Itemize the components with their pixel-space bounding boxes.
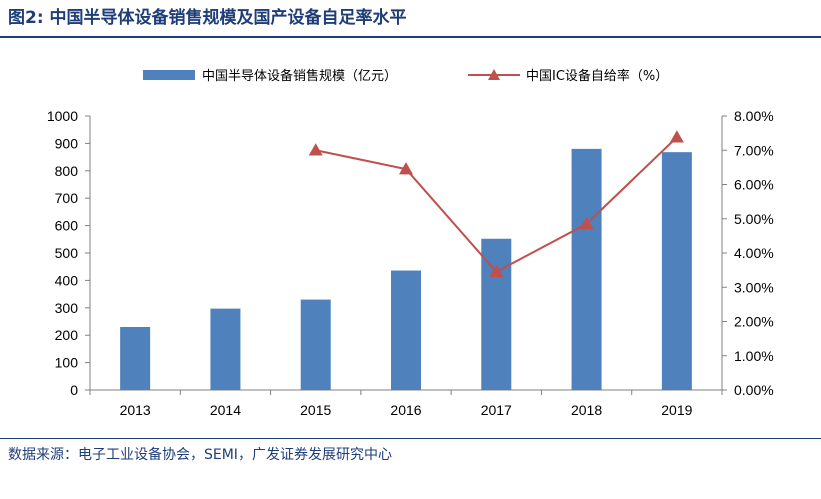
line-point-2019 — [669, 130, 684, 143]
left-axis-tick-label: 500 — [55, 245, 79, 261]
legend-line-label: 中国IC设备自给率（%） — [526, 68, 668, 84]
right-axis-tick-label: 4.00% — [734, 245, 774, 261]
figure-title: 图2: 中国半导体设备销售规模及国产设备自足率水平 — [8, 8, 407, 28]
combo-chart: 中国半导体设备销售规模（亿元） 中国IC设备自给率（%） 0 100 200 300 40… — [47, 68, 774, 418]
bar-2015 — [300, 299, 331, 390]
bar-series — [120, 148, 692, 390]
right-axis-tick-label: 3.00% — [734, 279, 774, 295]
left-axis-tick-label: 900 — [55, 135, 79, 151]
line-point-2018 — [579, 216, 594, 230]
category-axis-labels: 2013 2014 2015 2016 2017 2018 2019 — [120, 402, 693, 418]
source-rule — [0, 438, 821, 439]
category-label: 2015 — [300, 402, 331, 418]
line-point-2015 — [308, 143, 323, 156]
right-axis-tick-label: 7.00% — [734, 142, 774, 158]
right-axis-tick-label: 1.00% — [734, 348, 774, 364]
right-axis-tick-label: 8.00% — [734, 108, 774, 124]
legend-triangle-marker — [488, 69, 500, 80]
category-label: 2017 — [481, 402, 512, 418]
bar-2017 — [481, 238, 512, 390]
left-axis-tick-label: 0 — [70, 382, 78, 398]
right-axis-tick-label: 6.00% — [734, 177, 774, 193]
legend-bar-swatch — [143, 70, 195, 80]
source-note: 数据来源：电子工业设备协会，SEMI，广发证券发展研究中心 — [8, 447, 392, 463]
left-axis-tick-label: 100 — [55, 355, 79, 371]
left-axis-tick-label: 700 — [55, 190, 79, 206]
left-axis-tick-label: 300 — [55, 300, 79, 316]
bar-2018 — [571, 148, 602, 390]
category-label: 2019 — [661, 402, 692, 418]
right-axis-tick-label: 2.00% — [734, 314, 774, 330]
bar-2013 — [120, 326, 151, 390]
bar-2019 — [661, 152, 692, 390]
category-label: 2014 — [210, 402, 241, 418]
line-point-2016 — [399, 162, 413, 175]
title-rule — [0, 36, 821, 38]
category-label: 2016 — [390, 402, 421, 418]
line-series — [308, 130, 684, 278]
line-point-2017 — [489, 264, 504, 278]
left-axis-tick-label: 200 — [55, 327, 79, 343]
right-axis-tick-label: 5.00% — [734, 211, 774, 227]
chart-legend: 中国半导体设备销售规模（亿元） 中国IC设备自给率（%） — [143, 68, 668, 84]
category-label: 2013 — [120, 402, 151, 418]
category-label: 2018 — [571, 402, 602, 418]
left-axis-tick-label: 1000 — [47, 108, 78, 124]
legend-bar-label: 中国半导体设备销售规模（亿元） — [202, 68, 397, 84]
bar-2014 — [210, 308, 241, 390]
left-axis-tick-label: 600 — [55, 218, 79, 234]
left-axis-tick-label: 800 — [55, 163, 79, 179]
left-axis-tick-label: 400 — [55, 272, 79, 288]
right-axis-tick-label: 0.00% — [734, 382, 774, 398]
bar-2016 — [391, 270, 421, 390]
chart-axes: 0 100 200 300 400 500 600 700 800 900 1000 0.00% 1.0… — [47, 108, 774, 398]
